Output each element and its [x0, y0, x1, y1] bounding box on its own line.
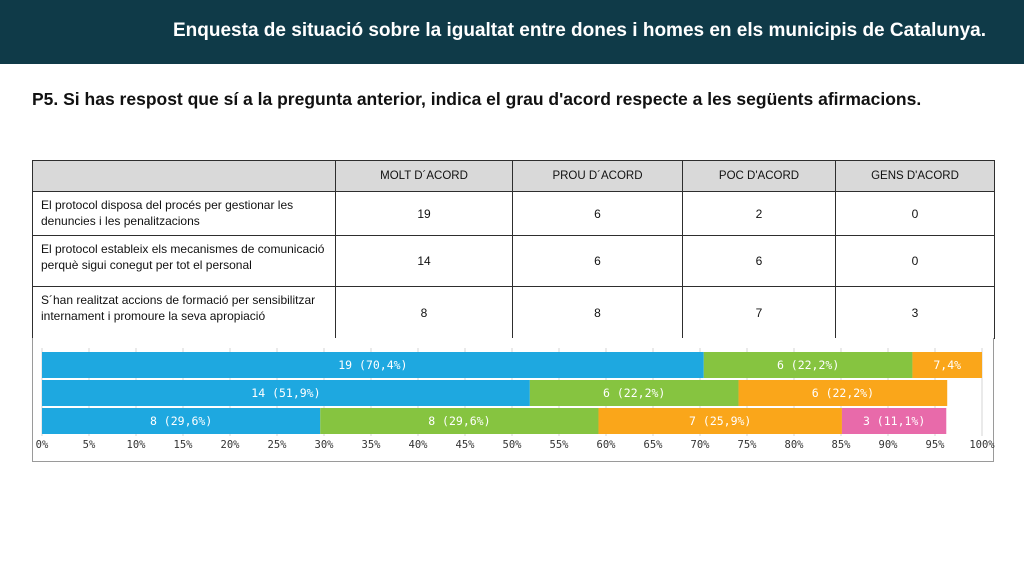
row-statement: S´han realitzat accions de formació per …	[32, 286, 336, 339]
bar-segment	[703, 352, 913, 378]
chart-container: 0% 5% 10% 15% 20% 25% 30% 35% 40% 45% 50% 55% 60% 65%…	[32, 338, 995, 462]
row-statement: El protocol estableix els mecanismes de …	[32, 235, 336, 287]
data-label: 6 (22,2%)	[777, 358, 839, 372]
x-tick-label: 55%	[550, 439, 570, 451]
table-row: S´han realitzat accions de formació per …	[32, 286, 995, 339]
x-tick-label: 35%	[362, 439, 382, 451]
table-header-row: MOLT D´ACORD PROU D´ACORD POC D'ACORD GE…	[32, 160, 995, 192]
cell-value: 0	[835, 235, 995, 287]
header-banner: Enquesta de situació sobre la igualtat e…	[0, 0, 1024, 64]
x-tick-label: 50%	[503, 439, 523, 451]
data-label: 14 (51,9%)	[251, 386, 320, 400]
x-tick-label: 90%	[879, 439, 899, 451]
data-label: 8 (29,6%)	[150, 414, 212, 428]
data-label: 7,4%	[933, 358, 961, 372]
data-label: 19 (70,4%)	[338, 358, 407, 372]
cell-value: 19	[335, 191, 513, 236]
x-tick-label: 70%	[691, 439, 711, 451]
x-tick-label: 85%	[832, 439, 852, 451]
table-row: El protocol disposa del procés per gesti…	[32, 191, 995, 236]
bar-segment	[42, 408, 321, 434]
data-label: 6 (22,2%)	[603, 386, 665, 400]
column-header-poc: POC D'ACORD	[682, 160, 836, 192]
column-header-gens: GENS D'ACORD	[835, 160, 995, 192]
bar-segment	[841, 408, 947, 434]
cell-value: 6	[682, 235, 836, 287]
stacked-bar-chart: 0% 5% 10% 15% 20% 25% 30% 35% 40% 45% 50% 55% 60% 65%…	[36, 348, 995, 451]
cell-value: 8	[512, 286, 683, 339]
bar-segment	[738, 380, 948, 406]
responses-table: MOLT D´ACORD PROU D´ACORD POC D'ACORD GE…	[32, 160, 995, 339]
cell-value: 14	[335, 235, 513, 287]
column-header-molt: MOLT D´ACORD	[335, 160, 513, 192]
x-tick-label: 95%	[926, 439, 946, 451]
row-statement: El protocol disposa del procés per gesti…	[32, 191, 336, 236]
bar-segment	[912, 352, 982, 378]
survey-title: Enquesta de situació sobre la igualtat e…	[173, 20, 986, 41]
x-tick-label: 80%	[785, 439, 805, 451]
x-tick-label: 45%	[456, 439, 476, 451]
bar-segment	[598, 408, 842, 434]
column-header-empty	[32, 160, 336, 192]
table-row: El protocol estableix els mecanismes de …	[32, 235, 995, 287]
cell-value: 0	[835, 191, 995, 236]
x-tick-label: 75%	[738, 439, 758, 451]
x-tick-label: 10%	[127, 439, 147, 451]
x-tick-label: 60%	[597, 439, 617, 451]
x-tick-label: 20%	[221, 439, 241, 451]
question-text: P5. Si has respost que sí a la pregunta …	[32, 89, 922, 109]
x-tick-label: 5%	[83, 439, 96, 451]
data-label: 6 (22,2%)	[812, 386, 874, 400]
cell-value: 8	[335, 286, 513, 339]
bar-segment	[320, 408, 599, 434]
cell-value: 7	[682, 286, 836, 339]
bar-segment	[42, 352, 704, 378]
x-tick-label: 15%	[174, 439, 194, 451]
x-tick-label: 40%	[409, 439, 429, 451]
x-tick-label: 0%	[36, 439, 49, 451]
data-label: 3 (11,1%)	[863, 414, 925, 428]
bar-segment	[529, 380, 739, 406]
cell-value: 3	[835, 286, 995, 339]
data-label: 7 (25,9%)	[689, 414, 751, 428]
cell-value: 2	[682, 191, 836, 236]
x-tick-label: 30%	[315, 439, 335, 451]
x-tick-label: 65%	[644, 439, 664, 451]
data-label: 8 (29,6%)	[428, 414, 490, 428]
x-tick-label: 25%	[268, 439, 288, 451]
cell-value: 6	[512, 191, 683, 236]
column-header-prou: PROU D´ACORD	[512, 160, 683, 192]
x-tick-label: 100%	[969, 439, 995, 451]
cell-value: 6	[512, 235, 683, 287]
bar-segment	[42, 380, 530, 406]
